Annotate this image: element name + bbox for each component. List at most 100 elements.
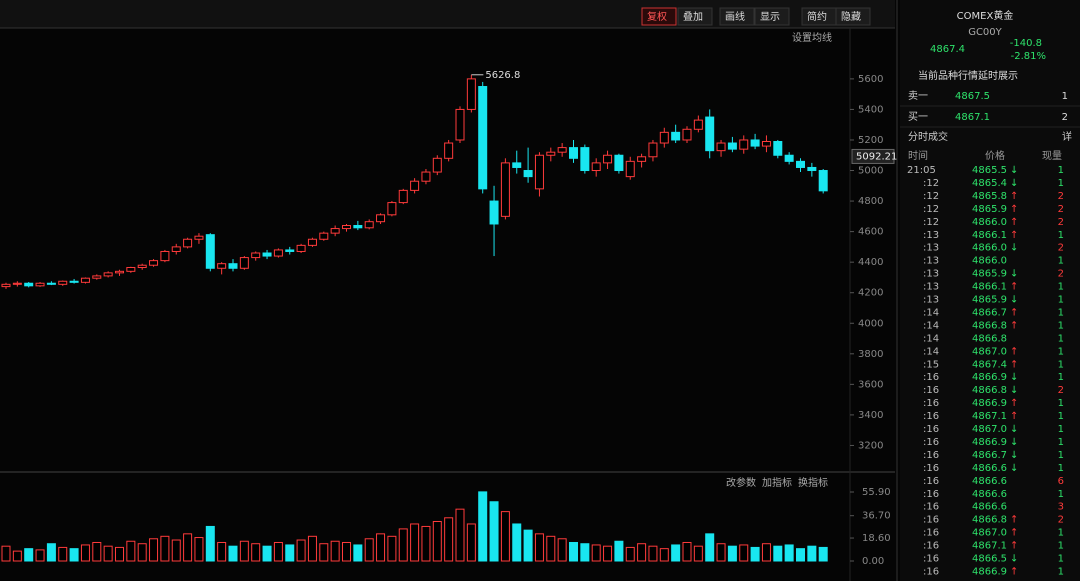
trade-qty: 1 xyxy=(1058,178,1064,189)
quote-price: 4867.4 xyxy=(930,44,965,55)
trade-time: :16 xyxy=(923,437,939,448)
candle-body xyxy=(569,147,578,159)
trade-price: 4867.0 xyxy=(972,424,1007,435)
trade-price: 4866.0 xyxy=(972,243,1007,254)
y-tick-label: 4400 xyxy=(858,257,883,268)
trade-price: 4866.5 xyxy=(972,554,1007,565)
toolbar-button[interactable] xyxy=(719,7,755,26)
trade-arrow: ↓ xyxy=(1010,554,1018,565)
candle-body xyxy=(1,283,11,288)
trades-detail[interactable]: 详 xyxy=(1062,130,1072,143)
y-tick-label: 4200 xyxy=(858,288,883,299)
volume-bar xyxy=(569,541,578,562)
trade-price: 4866.7 xyxy=(972,450,1007,461)
last-price-label: 5092.21 xyxy=(856,151,897,162)
volume-bar xyxy=(466,523,476,562)
candle-body xyxy=(342,225,351,230)
candle-body xyxy=(58,280,68,285)
y-tick-label: 4600 xyxy=(858,227,883,238)
volume-bar xyxy=(716,543,726,562)
trade-price: 4867.0 xyxy=(972,528,1007,539)
toolbar-label[interactable]: 显示 xyxy=(760,11,780,23)
trade-arrow: ↑ xyxy=(1010,398,1018,409)
trade-arrow: ↓ xyxy=(1010,243,1018,254)
candle-body xyxy=(693,119,703,130)
volume-bar xyxy=(580,543,590,562)
book-side: 买一 xyxy=(908,111,928,123)
volume-bar xyxy=(69,548,79,562)
trade-arrow: ↑ xyxy=(1010,217,1018,228)
trade-qty: 2 xyxy=(1058,385,1064,396)
toolbar-label[interactable]: 叠加 xyxy=(683,11,703,23)
toolbar-label[interactable]: 隐藏 xyxy=(841,11,861,23)
y-tick-label: 3600 xyxy=(858,379,883,390)
y-tick-label: 3400 xyxy=(858,410,883,421)
trades-header: 时间 xyxy=(908,149,928,162)
trade-time: :16 xyxy=(923,502,939,513)
candle-body xyxy=(727,142,737,150)
volume-bar xyxy=(285,544,295,562)
candle-body xyxy=(137,264,147,269)
last-price-box xyxy=(851,148,895,164)
trade-time: :12 xyxy=(923,178,939,189)
candle-body xyxy=(262,252,272,257)
candle-body xyxy=(625,160,635,178)
trade-qty: 1 xyxy=(1058,424,1064,435)
volume-bar xyxy=(796,548,805,562)
trade-time: :14 xyxy=(923,307,939,318)
volume-bar xyxy=(194,537,204,562)
volume-bar xyxy=(478,491,488,562)
candle-body xyxy=(784,154,794,162)
volume-tool[interactable]: 换指标 xyxy=(798,476,828,489)
volume-bar xyxy=(591,544,601,562)
candle-body xyxy=(126,267,136,272)
trade-arrow: ↑ xyxy=(1010,320,1018,331)
volume-bar xyxy=(80,544,90,562)
trade-price: 4867.1 xyxy=(972,411,1007,422)
trade-qty: 1 xyxy=(1058,295,1064,306)
candle-body xyxy=(466,78,476,110)
candle-body xyxy=(750,139,760,147)
volume-bar xyxy=(262,545,272,562)
volume-bar xyxy=(137,543,147,562)
trade-qty: 2 xyxy=(1058,217,1064,228)
v-tick-label: 55.90 xyxy=(862,487,891,498)
trade-arrow: ↓ xyxy=(1010,424,1018,435)
ma-setting[interactable]: 设置均线 xyxy=(792,31,832,44)
candle-body xyxy=(818,170,828,192)
candle-body xyxy=(353,225,363,229)
volume-bar xyxy=(727,545,737,562)
volume-bar xyxy=(103,545,113,562)
trade-price: 4867.1 xyxy=(972,541,1007,552)
volume-bar xyxy=(444,517,454,562)
toolbar-label[interactable]: 画线 xyxy=(725,10,745,23)
candle-body xyxy=(432,157,442,173)
volume-tool[interactable]: 加指标 xyxy=(762,476,792,489)
trade-qty: 1 xyxy=(1058,359,1064,370)
toolbar-button[interactable] xyxy=(677,7,713,26)
toolbar-label[interactable]: 简约 xyxy=(807,10,827,23)
candle-body xyxy=(682,128,692,141)
volume-tool[interactable]: 改参数 xyxy=(726,476,756,489)
candle-body xyxy=(285,249,295,252)
volume-bar xyxy=(58,546,68,562)
trade-qty: 1 xyxy=(1058,165,1064,176)
volume-bar xyxy=(500,511,510,562)
trade-arrow: ↑ xyxy=(1010,541,1018,552)
trade-time: :16 xyxy=(923,424,939,435)
volume-bar xyxy=(126,540,136,562)
trade-price: 4866.8 xyxy=(972,515,1007,526)
volume-bar xyxy=(705,533,715,562)
trade-qty: 2 xyxy=(1058,191,1064,202)
y-tick-label: 5400 xyxy=(858,104,883,115)
trade-qty: 1 xyxy=(1058,398,1064,409)
toolbar-button[interactable] xyxy=(641,7,677,26)
trade-price: 4866.6 xyxy=(972,476,1007,487)
volume-bar xyxy=(228,545,238,562)
toolbar-button[interactable] xyxy=(835,7,871,26)
toolbar-label[interactable]: 复权 xyxy=(647,10,667,23)
volume-bar xyxy=(342,541,351,562)
toolbar-button[interactable] xyxy=(754,7,790,26)
